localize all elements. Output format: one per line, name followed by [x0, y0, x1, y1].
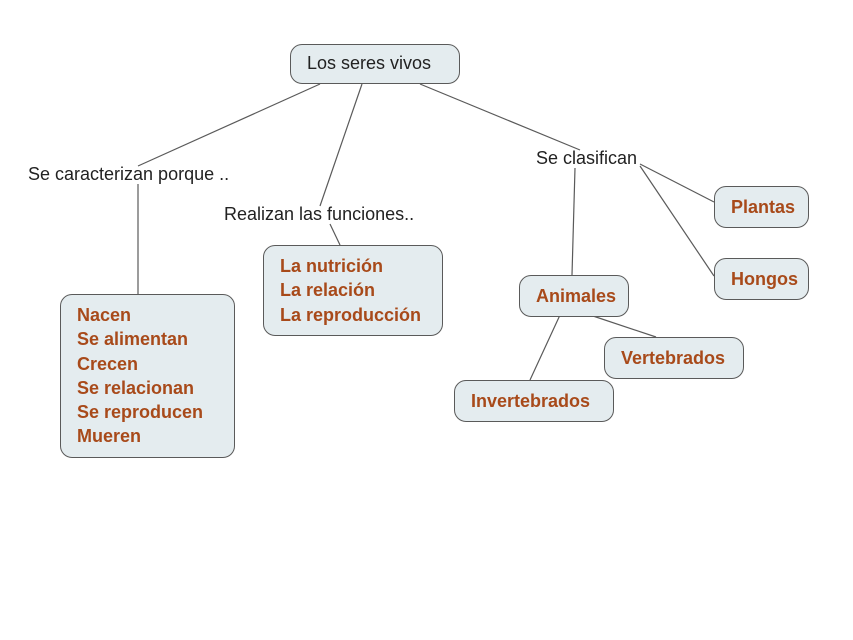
edge-line: [640, 164, 714, 202]
edge-line: [420, 84, 580, 150]
edge-line: [320, 84, 362, 206]
caract-line-3: Crecen: [77, 352, 218, 376]
func-line-1: La nutrición: [280, 254, 426, 278]
caract-line-2: Se alimentan: [77, 327, 218, 351]
node-root: Los seres vivos: [290, 44, 460, 84]
node-caracteristicas: Nacen Se alimentan Crecen Se relacionan …: [60, 294, 235, 458]
label-clasifican: Se clasifican: [536, 148, 637, 170]
node-root-line: Los seres vivos: [307, 53, 443, 75]
edge-line: [530, 315, 560, 380]
node-funciones: La nutrición La relación La reproducción: [263, 245, 443, 336]
caract-line-5: Se reproducen: [77, 400, 218, 424]
node-plantas: Plantas: [714, 186, 809, 228]
edge-line: [590, 315, 656, 337]
node-animales: Animales: [519, 275, 629, 317]
edge-line: [138, 84, 320, 166]
label-funciones: Realizan las funciones..: [224, 204, 414, 226]
label-caracterizan: Se caracterizan porque ..: [28, 164, 229, 186]
func-line-3: La reproducción: [280, 303, 426, 327]
node-hongos: Hongos: [714, 258, 809, 300]
caract-line-4: Se relacionan: [77, 376, 218, 400]
invertebrados-line: Invertebrados: [471, 389, 597, 413]
edge-line: [640, 166, 714, 276]
edge-line: [330, 224, 340, 245]
node-invertebrados: Invertebrados: [454, 380, 614, 422]
edge-line: [572, 168, 575, 275]
func-line-2: La relación: [280, 278, 426, 302]
hongos-line: Hongos: [731, 267, 792, 291]
caract-line-6: Mueren: [77, 424, 218, 448]
plantas-line: Plantas: [731, 195, 792, 219]
vertebrados-line: Vertebrados: [621, 346, 727, 370]
animales-line: Animales: [536, 284, 612, 308]
node-vertebrados: Vertebrados: [604, 337, 744, 379]
caract-line-1: Nacen: [77, 303, 218, 327]
